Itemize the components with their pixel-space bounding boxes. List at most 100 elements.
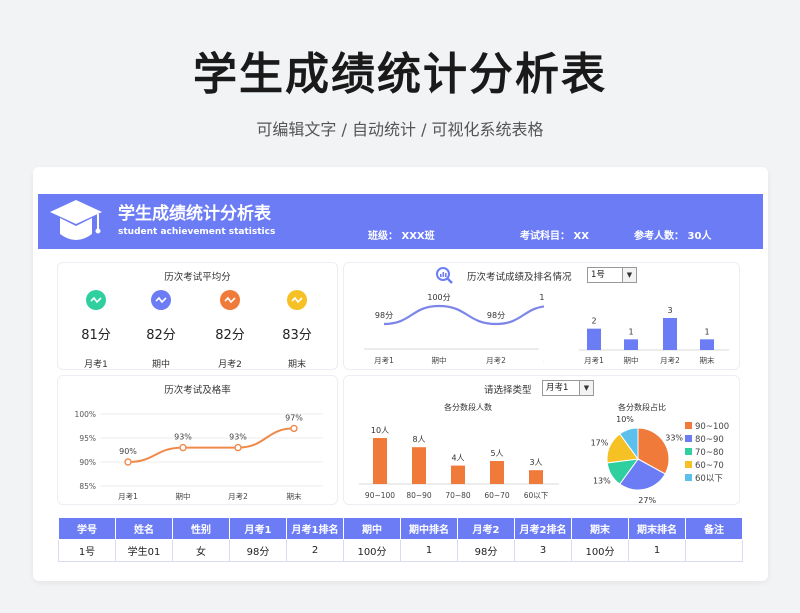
x-tick-label: 期末 [287,491,302,501]
student-select-value: 1号 [591,270,605,280]
pass-rate-panel: 历次考试及格率 100% 95% 90% 85% 90% 月考1 93% 期中 93% 月考2 97… [57,375,338,505]
pass-rate-line-chart: 100% 95% 90% 85% 90% 月考1 93% 期中 93% 月考2 97% 期末 [75,410,323,501]
pass-rate-data-label: 97% [285,413,303,422]
count-info: 参考人数： 30人 [634,231,712,242]
x-tick-label: 70~80 [445,491,471,500]
trend-icon [86,290,106,310]
average-label: 月考2 [218,360,242,370]
banner-subtitle: student achievement statistics [118,227,276,237]
pie-slice [619,458,666,491]
page-subtitle: 可编辑文字 / 自动统计 / 可视化系统表格 [256,120,544,139]
column-header: 期中 [343,517,401,540]
rank-bar-chart: 2 月考1 1 期中 3 月考2 1 期末 [579,306,729,365]
average-value: 82分 [146,328,176,343]
score-data-label: 98分 [375,311,393,320]
distribution-bar [529,470,543,484]
legend-swatch [685,422,692,429]
table-body: 1号 学生01 女 98分 2 100分 1 98分 3 100分 1 [58,539,743,562]
pass-rate-line [127,427,295,463]
graduation-cap-icon [50,200,102,240]
table-cell: 1 [400,539,458,562]
average-score-panel: 历次考试平均分 81分 月考1 82分 期中 82分 月考2 83分 期末 [57,262,338,370]
column-header: 月考1排名 [286,517,344,540]
pass-rate-data-label: 93% [174,433,192,442]
distribution-data-label: 5人 [490,449,503,458]
table-cell: 98分 [229,539,287,562]
legend-label: 90~100 [695,422,730,432]
legend-swatch [685,461,692,468]
rank-data-label: 2 [591,317,596,326]
x-tick-label: 月考1 [374,356,394,365]
distribution-pie-chart: 33% 27% 13% 17% 10% [591,416,684,505]
rank-bar [587,328,601,350]
legend-swatch [685,474,692,481]
pie-data-label: 10% [616,416,634,424]
table-cell: 3 [514,539,572,562]
distribution-bar [373,438,387,484]
legend-entry: 60~70 [685,460,729,473]
score-table: 学号 姓名 性别 月考1 月考1排名 期中 期中排名 月考2 月考2排名 期末 期末排名 备注 1号学… [58,517,743,562]
x-tick-label: 期中 [176,491,191,501]
x-tick-label: 期末 [544,355,545,365]
x-tick-label: 月考2 [660,356,680,365]
table-cell: 98分 [457,539,515,562]
average-label: 月考1 [84,360,108,370]
y-tick-label: 85% [79,482,96,491]
type-select-label: 请选择类型 [484,385,532,396]
subject-info: 考试科目： XX [520,231,589,242]
score-rank-panel: 历次考试成绩及排名情况 1号 ▼ 98分 100分 98分 100分月考1 期中 月考2 期… [343,262,740,370]
exam-type-select[interactable]: 月考1 ▼ [542,380,594,396]
score-data-label: 98分 [487,311,505,320]
distribution-bar [490,461,504,484]
y-tick-label: 100% [75,410,96,419]
student-select[interactable]: 1号 ▼ [587,267,637,283]
pie-legend: 90~100 80~90 70~80 60~70 60以下 [685,421,729,486]
table-cell [685,539,743,562]
banner: 学生成绩统计分析表 student achievement statistics… [38,194,763,249]
table-cell: 2 [286,539,344,562]
legend-label: 60~70 [695,461,724,471]
x-tick-label: 月考1 [118,492,138,501]
rank-data-label: 1 [628,327,633,336]
column-header: 性别 [172,517,230,540]
bar-chart-title: 各分数段人数 [444,403,492,412]
average-item-4: 83分 期末 [267,290,327,370]
distribution-data-label: 10人 [371,426,389,435]
pie-data-label: 13% [593,476,611,485]
trend-icon [151,290,171,310]
score-data-label: 100分 [427,293,450,302]
distribution-panel: 请选择类型 月考1 ▼ 各分数段人数 各分数段占比 10人 90~100 8人 80~… [343,375,740,505]
rank-bar [624,339,638,350]
rank-bar [663,318,677,350]
legend-entry: 70~80 [685,447,729,460]
column-header: 备注 [685,517,743,540]
pie-slice [619,427,639,461]
legend-label: 70~80 [695,448,724,458]
x-tick-label: 60~70 [484,491,510,500]
class-info: 班级： XXX班 [368,231,435,242]
table-row: 1号 学生01 女 98分 2 100分 1 98分 3 100分 1 [58,539,743,562]
legend-label: 60以下 [695,474,723,484]
average-value: 82分 [215,328,245,343]
rank-bar [700,339,714,350]
legend-swatch [685,448,692,455]
x-tick-label: 月考1 [584,356,604,365]
y-tick-label: 95% [79,434,96,443]
page-title: 学生成绩统计分析表 [193,49,607,100]
table-cell: 100分 [343,539,401,562]
distribution-bar [451,465,465,484]
column-header: 期中排名 [400,517,458,540]
pie-data-label: 27% [638,496,656,505]
chevron-down-icon[interactable]: ▼ [622,268,636,282]
x-tick-label: 90~100 [365,491,395,500]
table-cell: 1 [628,539,686,562]
column-header: 姓名 [115,517,173,540]
table-cell: 女 [172,539,230,562]
pass-rate-data-label: 90% [119,447,137,456]
average-item-1: 81分 月考1 [66,290,126,370]
score-line [383,304,544,326]
distribution-bar-chart: 10人 90~100 8人 80~90 4人 70~80 5人 60~70 3人 60以下 [359,426,559,500]
chevron-down-icon[interactable]: ▼ [579,381,593,395]
pass-rate-data-label: 93% [229,433,247,442]
column-header: 期末 [571,517,629,540]
